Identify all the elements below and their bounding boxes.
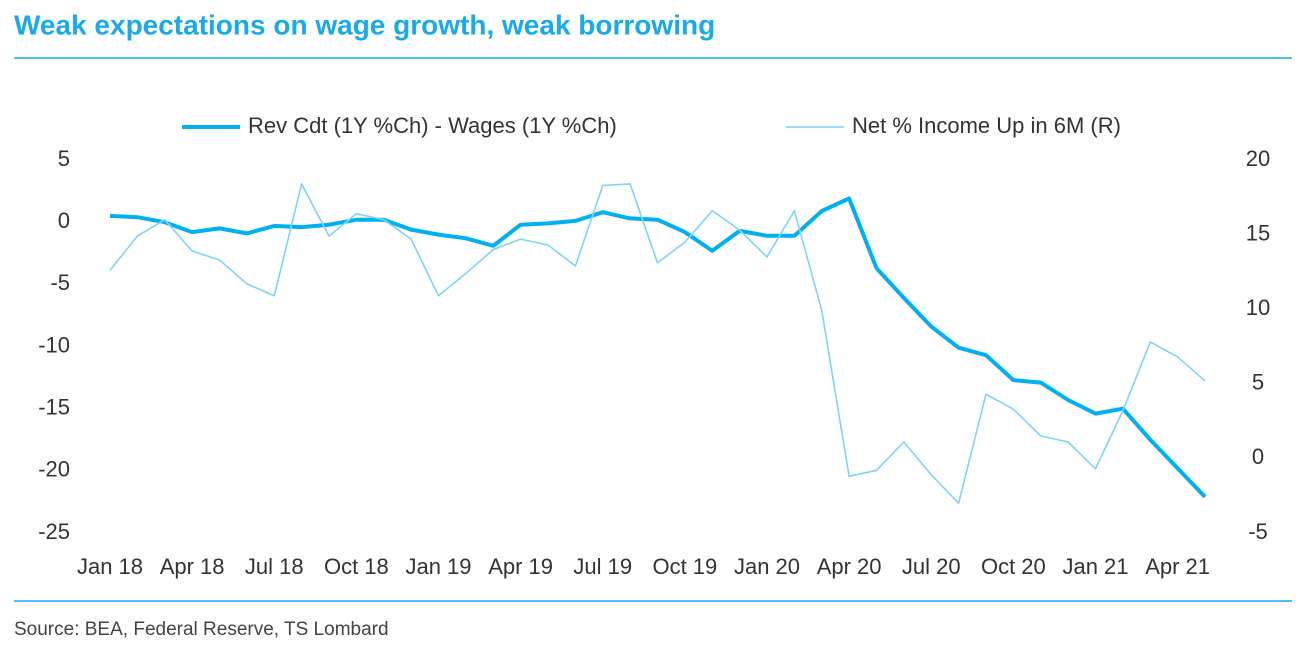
y-tick-label: -25 (38, 519, 70, 544)
y2-tick-label: 0 (1252, 444, 1264, 469)
y-tick-label: -15 (38, 394, 70, 419)
y2-tick-label: 5 (1252, 370, 1264, 395)
y-tick-label: 5 (58, 146, 70, 171)
y-tick-label: -10 (38, 332, 70, 357)
chart-title: Weak expectations on wage growth, weak b… (14, 9, 715, 40)
x-tick-label: Oct 18 (324, 554, 389, 579)
source: Source: BEA, Federal Reserve, TS Lombard (14, 619, 389, 640)
y2-tick-label: 10 (1246, 295, 1270, 320)
x-tick-label: Jan 21 (1062, 554, 1128, 579)
x-tick-label: Apr 21 (1145, 554, 1210, 579)
legend-label: Rev Cdt (1Y %Ch) - Wages (1Y %Ch) (248, 113, 617, 138)
x-tick-label: Oct 19 (652, 554, 717, 579)
y2-tick-label: 15 (1246, 220, 1270, 245)
x-tick-label: Jan 20 (734, 554, 800, 579)
y-tick-label: -20 (38, 457, 70, 482)
x-tick-label: Apr 18 (160, 554, 225, 579)
x-tick-label: Apr 19 (488, 554, 553, 579)
y-tick-label: -5 (50, 270, 70, 295)
series-line (109, 183, 1206, 504)
x-tick-label: Oct 20 (981, 554, 1046, 579)
series-line (109, 196, 1207, 499)
y2-tick-label: 20 (1246, 146, 1270, 171)
x-tick-label: Jul 18 (245, 554, 304, 579)
x-tick-label: Jul 20 (902, 554, 961, 579)
x-tick-label: Jan 18 (77, 554, 143, 579)
x-tick-label: Apr 20 (817, 554, 882, 579)
x-tick-label: Jul 19 (573, 554, 632, 579)
legend-label: Net % Income Up in 6M (R) (852, 113, 1121, 138)
x-tick-label: Jan 19 (405, 554, 471, 579)
y-tick-label: 0 (58, 208, 70, 233)
y2-tick-label: -5 (1248, 519, 1268, 544)
